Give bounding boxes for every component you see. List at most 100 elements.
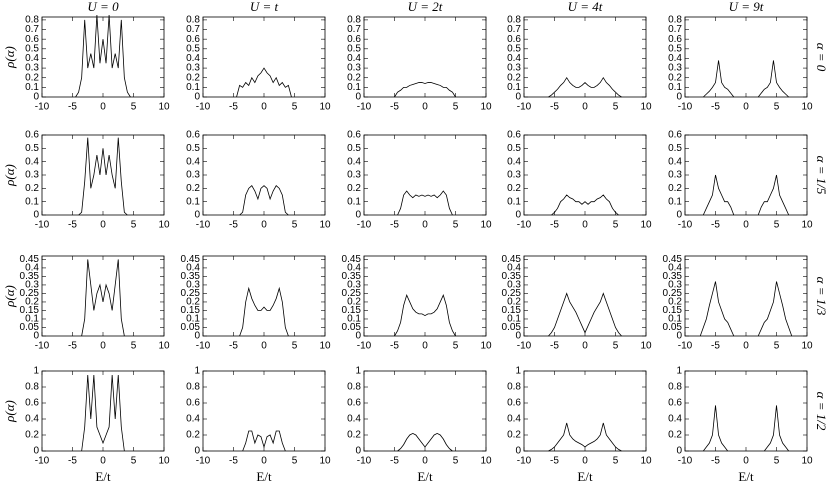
line — [702, 174, 790, 216]
y-tick-label: 0.8 — [507, 15, 521, 26]
y-tick-label: 0 — [33, 446, 39, 457]
x-tick-label: -5 — [711, 220, 720, 231]
y-tick-label: 0.1 — [186, 82, 200, 93]
x-tick-label: -5 — [229, 102, 238, 113]
line — [75, 15, 131, 98]
y-tick-label: 0.2 — [507, 183, 521, 194]
x-tick-label: -10 — [196, 220, 211, 231]
y-tick-label: 1 — [355, 366, 361, 377]
x-tick-label: 5 — [292, 341, 298, 352]
x-tick-label: 10 — [480, 456, 492, 467]
y-tick-label: 0.35 — [20, 271, 40, 282]
x-tick-label: -10 — [517, 102, 532, 113]
y-tick-label: 0.2 — [668, 297, 682, 308]
y-tick-label: 0.3 — [25, 63, 39, 74]
y-tick-label: 0.6 — [186, 130, 200, 141]
x-tick-label: 5 — [613, 341, 619, 352]
y-tick-label: 0.15 — [181, 305, 201, 316]
x-tick-label: -10 — [517, 341, 532, 352]
y-tick-label: 0 — [676, 446, 682, 457]
y-tick-label: 0 — [355, 210, 361, 221]
y-tick-label: 0.3 — [668, 63, 682, 74]
y-tick-label: 0.1 — [347, 196, 361, 207]
y-tick-label: 1 — [676, 366, 682, 377]
y-tick-label: 0.4 — [25, 156, 39, 167]
y-tick-label: 0.4 — [668, 53, 682, 64]
x-tick-label: 0 — [743, 102, 749, 113]
y-tick-label: 0.3 — [507, 170, 521, 181]
y-tick-label: 0.5 — [186, 143, 200, 154]
y-tick-label: 0.6 — [507, 398, 521, 409]
x-tick-label: 5 — [613, 456, 619, 467]
y-tick-label: 0.8 — [347, 382, 361, 393]
plot-frame — [523, 16, 647, 98]
y-tick-label: 0.1 — [347, 82, 361, 93]
x-tick-label: -5 — [390, 220, 399, 231]
x-tick-label: 0 — [261, 341, 267, 352]
x-axis-label: E/t — [417, 469, 433, 484]
y-tick-label: 0.7 — [186, 24, 200, 35]
x-tick-label: 5 — [131, 456, 137, 467]
x-tick-label: 10 — [319, 456, 331, 467]
y-tick-label: 0 — [355, 331, 361, 342]
x-tick-label: -5 — [390, 456, 399, 467]
x-tick-label: 10 — [640, 102, 652, 113]
plot-frame — [363, 370, 487, 452]
x-tick-label: -5 — [68, 102, 77, 113]
plot-frame — [523, 370, 647, 452]
y-tick-label: 0.4 — [507, 156, 521, 167]
y-tick-label: 0.6 — [25, 130, 39, 141]
y-tick-label: 0.45 — [181, 254, 201, 265]
y-tick-label: 0.3 — [668, 280, 682, 291]
x-tick-label: -5 — [711, 456, 720, 467]
y-tick-label: 0.1 — [507, 314, 521, 325]
y-tick-label: 0.3 — [507, 63, 521, 74]
x-tick-label: 5 — [292, 102, 298, 113]
column-title: U = t — [250, 0, 279, 14]
line — [78, 137, 128, 216]
y-tick-label: 0.4 — [668, 414, 682, 425]
y-tick-label: 0 — [33, 210, 39, 221]
y-tick-label: 0.8 — [507, 382, 521, 393]
y-tick-label: 0.8 — [668, 382, 682, 393]
x-tick-label: 5 — [131, 220, 137, 231]
y-tick-label: 0.2 — [186, 430, 200, 441]
x-tick-label: 0 — [100, 102, 106, 113]
y-tick-label: 0.6 — [668, 398, 682, 409]
x-tick-label: 5 — [453, 341, 459, 352]
x-tick-label: 10 — [319, 220, 331, 231]
x-tick-label: 10 — [640, 220, 652, 231]
y-tick-label: 0.1 — [186, 196, 200, 207]
y-tick-label: 0.5 — [347, 143, 361, 154]
plot-frame — [523, 255, 647, 337]
y-tick-label: 0.05 — [342, 322, 362, 333]
x-tick-label: 0 — [100, 220, 106, 231]
x-tick-label: 0 — [100, 341, 106, 352]
plot-frame — [523, 134, 647, 216]
x-tick-label: 5 — [453, 220, 459, 231]
y-tick-label: 0.3 — [347, 280, 361, 291]
y-tick-label: 0.5 — [25, 143, 39, 154]
plot-frame — [363, 255, 487, 337]
x-tick-label: -10 — [678, 456, 693, 467]
y-tick-label: 0.4 — [186, 53, 200, 64]
plot-frame — [202, 370, 326, 452]
y-tick-label: 0.2 — [186, 72, 200, 83]
y-tick-label: 0.7 — [347, 24, 361, 35]
x-tick-label: 5 — [131, 341, 137, 352]
line — [236, 67, 292, 98]
x-tick-label: -10 — [357, 220, 372, 231]
y-tick-label: 0.3 — [347, 170, 361, 181]
y-tick-label: 0.5 — [668, 43, 682, 54]
y-tick-label: 0.4 — [507, 53, 521, 64]
x-tick-label: -5 — [68, 220, 77, 231]
y-tick-label: 0.2 — [668, 183, 682, 194]
y-tick-label: 0.7 — [668, 24, 682, 35]
y-tick-label: 0.45 — [20, 254, 40, 265]
x-tick-label: 10 — [480, 341, 492, 352]
x-tick-label: -10 — [678, 341, 693, 352]
y-tick-label: 0.3 — [668, 170, 682, 181]
x-tick-label: -10 — [196, 341, 211, 352]
y-tick-label: 0.2 — [507, 297, 521, 308]
y-tick-label: 0.35 — [663, 271, 683, 282]
